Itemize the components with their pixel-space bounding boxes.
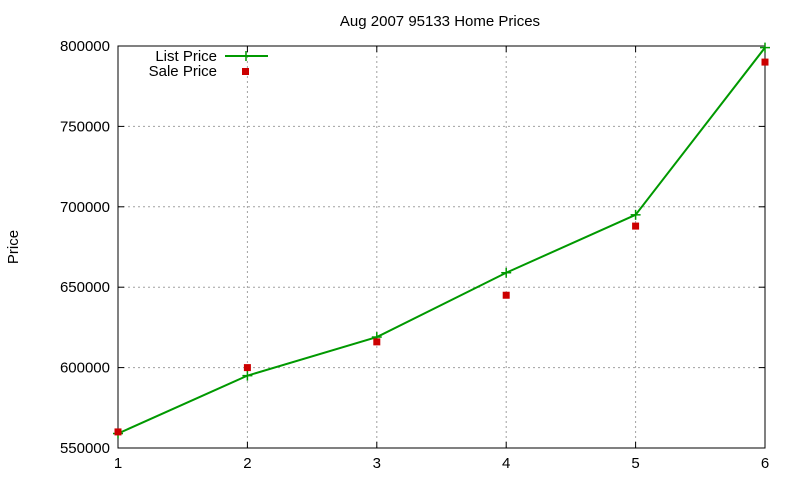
x-tick-label: 6 (761, 455, 769, 472)
data-point-sale-price (502, 291, 510, 299)
data-point-list-price (760, 42, 770, 53)
data-point-sale-price (243, 364, 251, 372)
y-tick-label: 650000 (60, 279, 110, 296)
plot-frame (117, 45, 766, 449)
data-point-sale-price (373, 338, 381, 346)
x-tick-label: 4 (502, 455, 510, 472)
legend-marker-sale-price (242, 68, 249, 75)
legend-label-list-price: List Price (155, 48, 217, 65)
y-tick-label: 600000 (60, 360, 110, 377)
axis-ticks: 1 2 3 4 5 6 550000 600000 650000 700000 750000 8000… (60, 38, 769, 472)
legend-label-sale-price: Sale Price (149, 63, 217, 80)
x-tick-label: 5 (631, 455, 639, 472)
y-tick-label: 550000 (60, 440, 110, 457)
y-tick-label: 700000 (60, 199, 110, 216)
legend-marker-list-price (241, 51, 251, 61)
data-point-list-price (501, 267, 512, 278)
grid (117, 45, 766, 449)
series (113, 42, 770, 439)
series-line-list-price (117, 46, 766, 435)
y-tick-label: 800000 (60, 38, 110, 55)
data-point-list-price (242, 370, 253, 381)
x-tick-label: 2 (243, 455, 251, 472)
chart-title: Aug 2007 95133 Home Prices (340, 13, 540, 30)
x-tick-label: 1 (114, 455, 122, 472)
data-point-sale-price (114, 428, 122, 436)
data-point-list-price (630, 209, 641, 220)
data-point-sale-price (632, 222, 640, 230)
y-tick-label: 750000 (60, 118, 110, 135)
y-axis-label: Price (5, 230, 22, 264)
data-point-sale-price (761, 58, 769, 66)
x-tick-label: 3 (373, 455, 381, 472)
legend: List Price Sale Price (149, 48, 268, 80)
legend-plus-glyph (241, 51, 251, 61)
